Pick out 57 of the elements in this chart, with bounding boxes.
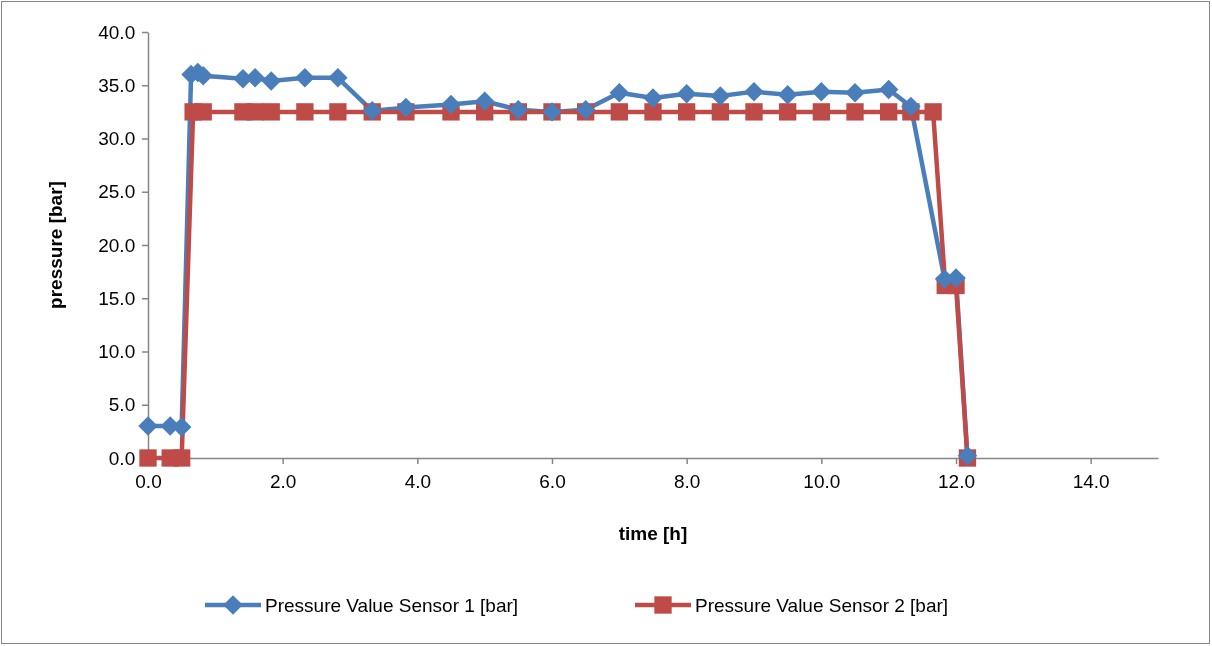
point (644, 103, 662, 121)
x-tick-label: 0.0 (135, 470, 162, 492)
point (880, 103, 898, 121)
point (812, 103, 830, 121)
point (609, 82, 630, 103)
x-tick-label: 6.0 (539, 470, 566, 492)
point (173, 449, 191, 467)
point (711, 103, 729, 121)
point (610, 103, 628, 121)
y-tick-label: 30.0 (98, 128, 136, 150)
point (676, 84, 697, 104)
legend-label: Pressure Value Sensor 1 [bar] (265, 595, 519, 616)
y-tick-label: 10.0 (98, 341, 136, 363)
x-axis-title: time [h] (618, 523, 688, 544)
point (878, 79, 899, 100)
y-tick-label: 0.0 (108, 447, 136, 469)
point (643, 88, 663, 108)
x-tick-label: 10.0 (803, 470, 841, 492)
point (779, 103, 797, 121)
point (262, 103, 280, 121)
point (441, 94, 461, 115)
point (678, 103, 696, 121)
point (296, 103, 314, 121)
point (328, 68, 348, 88)
point (745, 103, 763, 121)
legend-label: Pressure Value Sensor 2 [bar] (695, 595, 949, 616)
y-tick-label: 20.0 (98, 234, 136, 256)
y-tick-label: 40.0 (98, 21, 136, 43)
point (846, 103, 864, 121)
y-axis-title: pressure [bar] (45, 181, 66, 309)
y-tick-label: 5.0 (108, 394, 136, 416)
point (139, 449, 157, 467)
x-tick-label: 4.0 (404, 470, 432, 492)
point (777, 85, 798, 105)
point (924, 103, 942, 121)
point (474, 91, 495, 111)
y-tick-label: 25.0 (98, 181, 136, 203)
x-tick-label: 2.0 (269, 470, 297, 492)
point (811, 81, 832, 102)
point (261, 71, 281, 91)
point (295, 68, 315, 88)
x-tick-label: 8.0 (673, 470, 701, 492)
y-tick-label: 15.0 (98, 287, 136, 309)
point (845, 82, 865, 103)
point (901, 96, 921, 117)
point (194, 103, 212, 121)
point (246, 103, 264, 121)
point (329, 103, 347, 121)
point (744, 81, 764, 102)
point (245, 68, 265, 88)
point (946, 268, 966, 288)
point (138, 416, 158, 436)
y-tick-label: 35.0 (98, 74, 136, 96)
point (396, 97, 416, 118)
point (710, 86, 731, 106)
x-tick-label: 12.0 (938, 470, 975, 492)
x-tick-label: 14.0 (1072, 470, 1110, 492)
